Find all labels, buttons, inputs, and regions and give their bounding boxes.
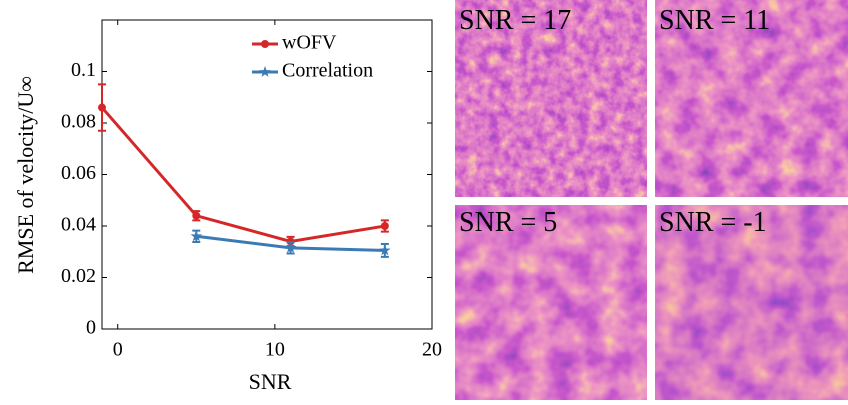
panel-label: SNR = 5 [459,207,557,238]
axes-box [101,19,433,330]
image-panel [655,0,848,197]
y-axis-label: RMSE of velocity/U∞ [13,76,38,274]
y-tick-label: 0.1 [71,59,96,81]
y-tick-label: 0.04 [61,214,96,236]
x-tick-label: 10 [265,339,285,361]
x-tick-label: 0 [113,339,123,361]
legend-marker [259,66,271,77]
legend-label: Correlation [282,60,373,82]
panel-label: SNR = 11 [659,5,770,36]
image-panel [455,0,647,197]
legend-label: wOFV [282,32,337,54]
marker [192,211,201,220]
x-axis-label: SNR [249,369,292,394]
marker [190,230,202,242]
series-line [100,106,386,243]
marker [380,222,389,230]
panel-label: SNR = 17 [459,5,571,36]
marker [284,241,297,253]
y-tick-label: 0.02 [61,265,96,287]
image-panel [655,205,848,400]
y-tick-label: 0.08 [61,111,96,133]
panel-label: SNR = -1 [659,207,767,238]
y-tick-label: 0.06 [61,162,96,184]
y-tick-label: 0 [86,317,96,339]
image-panel [455,205,647,400]
marker [379,244,391,256]
marker [98,103,106,112]
x-tick-label: 20 [422,339,442,361]
legend-marker [261,40,269,48]
